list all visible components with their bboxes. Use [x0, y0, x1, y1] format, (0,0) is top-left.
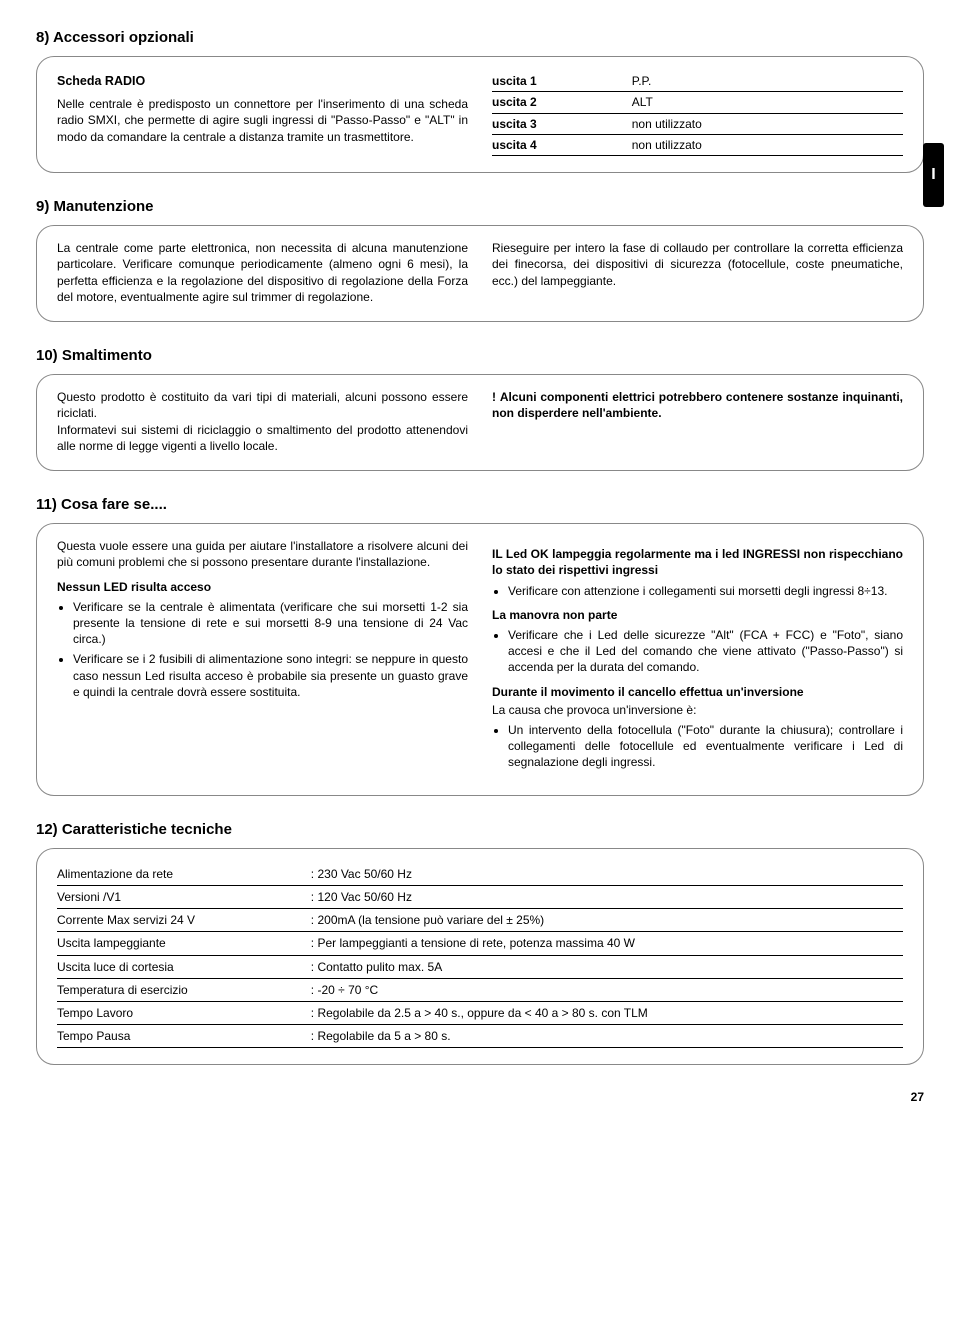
table-cell: Corrente Max servizi 24 V: [57, 909, 311, 932]
table-cell: Tempo Lavoro: [57, 1001, 311, 1024]
subhead: La manovra non parte: [492, 607, 903, 623]
section-title: 9) Manutenzione: [36, 197, 924, 217]
table-cell: Tempo Pausa: [57, 1025, 311, 1048]
content-box: La centrale come parte elettronica, non …: [36, 225, 924, 322]
table-cell: non utilizzato: [632, 113, 903, 134]
content-box: Scheda RADIO Nelle centrale è predispost…: [36, 56, 924, 173]
col-left: Questa vuole essere una guida per aiutar…: [57, 538, 468, 778]
section-title: 11) Cosa fare se....: [36, 495, 924, 515]
warning-icon: !: [492, 390, 496, 404]
section-title: 12) Caratteristiche tecniche: [36, 820, 924, 840]
table-cell: Uscita lampeggiante: [57, 932, 311, 955]
table-cell: uscita 2: [492, 92, 632, 113]
paragraph: Nelle centrale è predisposto un connetto…: [57, 96, 468, 145]
subhead: IL Led OK lampeggia regolarmente ma i le…: [492, 546, 903, 578]
col-left: Scheda RADIO Nelle centrale è predispost…: [57, 71, 468, 156]
table-cell: Temperatura di esercizio: [57, 978, 311, 1001]
bullet-list: Un intervento della fotocellula ("Foto" …: [492, 722, 903, 771]
section-accessori: 8) Accessori opzionali Scheda RADIO Nell…: [36, 28, 924, 173]
col-left: Questo prodotto è costituito da vari tip…: [57, 389, 468, 454]
paragraph: Rieseguire per intero la fase di collaud…: [492, 240, 903, 305]
table-cell: uscita 4: [492, 134, 632, 155]
bullet-list: Verificare che i Led delle sicurezze "Al…: [492, 627, 903, 676]
table-cell: Uscita luce di cortesia: [57, 955, 311, 978]
section-manutenzione: 9) Manutenzione La centrale come parte e…: [36, 197, 924, 322]
table-cell: ALT: [632, 92, 903, 113]
content-box: Alimentazione da rete: 230 Vac 50/60 Hz …: [36, 848, 924, 1066]
subhead: Scheda RADIO: [57, 73, 468, 90]
section-cosa-fare: 11) Cosa fare se.... Questa vuole essere…: [36, 495, 924, 796]
list-item: Verificare che i Led delle sicurezze "Al…: [508, 627, 903, 676]
table-cell: : -20 ÷ 70 °C: [311, 978, 903, 1001]
table-cell: : 230 Vac 50/60 Hz: [311, 863, 903, 886]
list-item: Un intervento della fotocellula ("Foto" …: [508, 722, 903, 771]
outputs-table: uscita 1P.P. uscita 2ALT uscita 3non uti…: [492, 71, 903, 156]
content-box: Questo prodotto è costituito da vari tip…: [36, 374, 924, 471]
table-cell: : Per lampeggianti a tensione di rete, p…: [311, 932, 903, 955]
table-cell: uscita 3: [492, 113, 632, 134]
table-cell: Alimentazione da rete: [57, 863, 311, 886]
table-cell: P.P.: [632, 71, 903, 92]
section-caratteristiche: 12) Caratteristiche tecniche Alimentazio…: [36, 820, 924, 1066]
table-cell: : 120 Vac 50/60 Hz: [311, 885, 903, 908]
section-smaltimento: 10) Smaltimento Questo prodotto è costit…: [36, 346, 924, 471]
tech-spec-table: Alimentazione da rete: 230 Vac 50/60 Hz …: [57, 863, 903, 1049]
paragraph: Informatevi sui sistemi di riciclaggio o…: [57, 422, 468, 454]
col-right: uscita 1P.P. uscita 2ALT uscita 3non uti…: [492, 71, 903, 156]
paragraph: La centrale come parte elettronica, non …: [57, 240, 468, 305]
list-item: Verificare con attenzione i collegamenti…: [508, 583, 903, 599]
list-item: Verificare se la centrale è alimentata (…: [73, 599, 468, 648]
col-right: ! Alcuni componenti elettrici potrebbero…: [492, 389, 903, 454]
content-box: Questa vuole essere una guida per aiutar…: [36, 523, 924, 795]
paragraph: Questo prodotto è costituito da vari tip…: [57, 389, 468, 421]
paragraph: La causa che provoca un'inversione è:: [492, 702, 903, 718]
table-cell: : Contatto pulito max. 5A: [311, 955, 903, 978]
table-cell: uscita 1: [492, 71, 632, 92]
table-cell: non utilizzato: [632, 134, 903, 155]
section-title: 8) Accessori opzionali: [36, 28, 924, 48]
col-right: IL Led OK lampeggia regolarmente ma i le…: [492, 538, 903, 778]
bullet-list: Verificare con attenzione i collegamenti…: [492, 583, 903, 599]
paragraph: Questa vuole essere una guida per aiutar…: [57, 538, 468, 570]
table-cell: : Regolabile da 5 a > 80 s.: [311, 1025, 903, 1048]
table-cell: : 200mA (la tensione può variare del ± 2…: [311, 909, 903, 932]
list-item: Verificare se i 2 fusibili di alimentazi…: [73, 651, 468, 700]
table-cell: : Regolabile da 2.5 a > 40 s., oppure da…: [311, 1001, 903, 1024]
subhead: Durante il movimento il cancello effettu…: [492, 684, 903, 700]
table-cell: Versioni /V1: [57, 885, 311, 908]
warning-text: Alcuni componenti elettrici potrebbero c…: [492, 390, 903, 420]
section-title: 10) Smaltimento: [36, 346, 924, 366]
bullet-list: Verificare se la centrale è alimentata (…: [57, 599, 468, 700]
language-tab: I: [923, 143, 944, 207]
page-number: 27: [36, 1089, 924, 1105]
subhead: Nessun LED risulta acceso: [57, 579, 468, 595]
